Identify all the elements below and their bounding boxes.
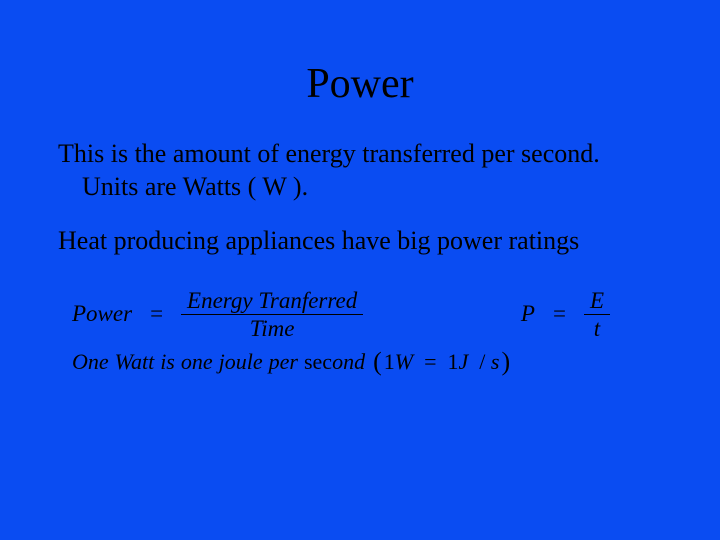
paren-expression: ( 1W = 1J / s ) (371, 347, 510, 377)
word: Watt (115, 349, 155, 375)
paren-close: ) (501, 347, 510, 377)
word: One (72, 349, 109, 375)
formula-block: Power = Energy Tranferred Time P = E t O… (0, 280, 720, 378)
paren-open: ( (373, 347, 382, 377)
slide-title: Power (0, 0, 720, 138)
word: per (269, 349, 298, 375)
formula-lhs: Power (72, 301, 132, 327)
fraction-denominator: t (588, 315, 606, 341)
equals-sign: = (146, 301, 167, 327)
slide: Power This is the amount of energy trans… (0, 0, 720, 540)
paragraph-2: Heat producing appliances have big power… (0, 225, 720, 258)
word-second: second (304, 349, 365, 375)
formula-power-short: P = E t (521, 288, 610, 342)
paragraph-1: This is the amount of energy transferred… (0, 138, 720, 203)
fraction-e-t: E t (584, 288, 610, 342)
word: is (160, 349, 175, 375)
fraction-numerator: E (584, 288, 610, 315)
word: one (181, 349, 213, 375)
formula-short-lhs: P (521, 301, 535, 327)
fraction-denominator: Time (244, 315, 301, 341)
fraction-numerator: Energy Tranferred (181, 288, 363, 315)
fraction-energy-time: Energy Tranferred Time (181, 288, 363, 342)
formula-watt-definition: One Watt is one joule per second ( 1W = … (72, 347, 662, 377)
equals-sign: = (549, 301, 570, 327)
word: joule (219, 349, 263, 375)
